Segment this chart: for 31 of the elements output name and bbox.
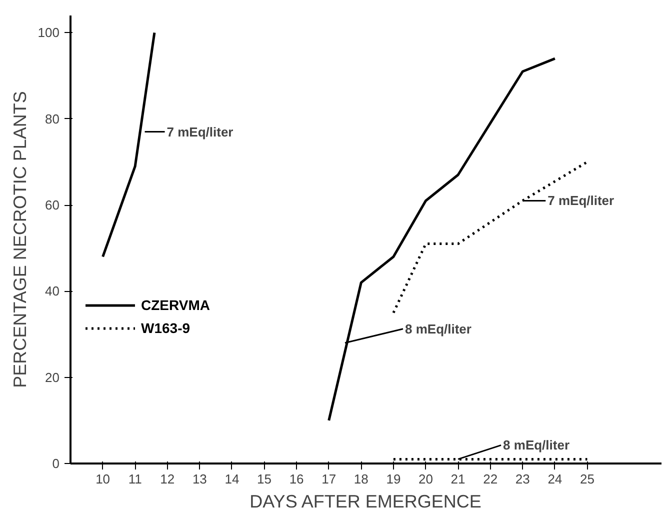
annotation: 8 mEq/liter [405,321,472,336]
annotation: 8 mEq/liter [503,438,570,453]
x-tick-label: 10 [96,472,110,486]
x-tick-label: 17 [322,472,336,486]
x-tick-label: 19 [386,472,401,486]
y-axis-title: PERCENTAGE NECROTIC PLANTS [10,91,30,388]
x-tick-label: 23 [515,472,530,486]
y-tick-label: 20 [45,370,60,385]
y-tick-label: 80 [45,111,60,126]
annotation: 7 mEq/liter [166,124,234,140]
x-tick-label: 24 [548,472,562,486]
legend-label: CZERVMA [141,297,210,313]
x-tick-label: 14 [224,472,240,486]
x-tick-label: 15 [257,472,272,486]
x-tick-label: 25 [580,472,594,486]
x-tick-label: 22 [483,472,498,486]
x-tick-label: 11 [128,472,142,486]
x-tick-label: 16 [289,472,304,486]
y-tick-label: 100 [38,25,60,40]
x-tick-label: 20 [418,472,433,486]
line-series [328,57,556,422]
x-tick-label: 18 [354,472,368,486]
x-tick-label: 13 [192,472,207,486]
x-tick-label: 21 [450,472,466,486]
y-tick-label: 40 [45,284,60,299]
legend-label: W163-9 [141,320,190,336]
x-axis-title: DAYS AFTER EMERGENCE [250,492,482,512]
annotation: 7 mEq/liter [548,193,614,208]
y-tick-label: 60 [45,198,60,213]
y-tick-label: 0 [52,456,60,471]
x-tick-label: 12 [160,472,175,486]
